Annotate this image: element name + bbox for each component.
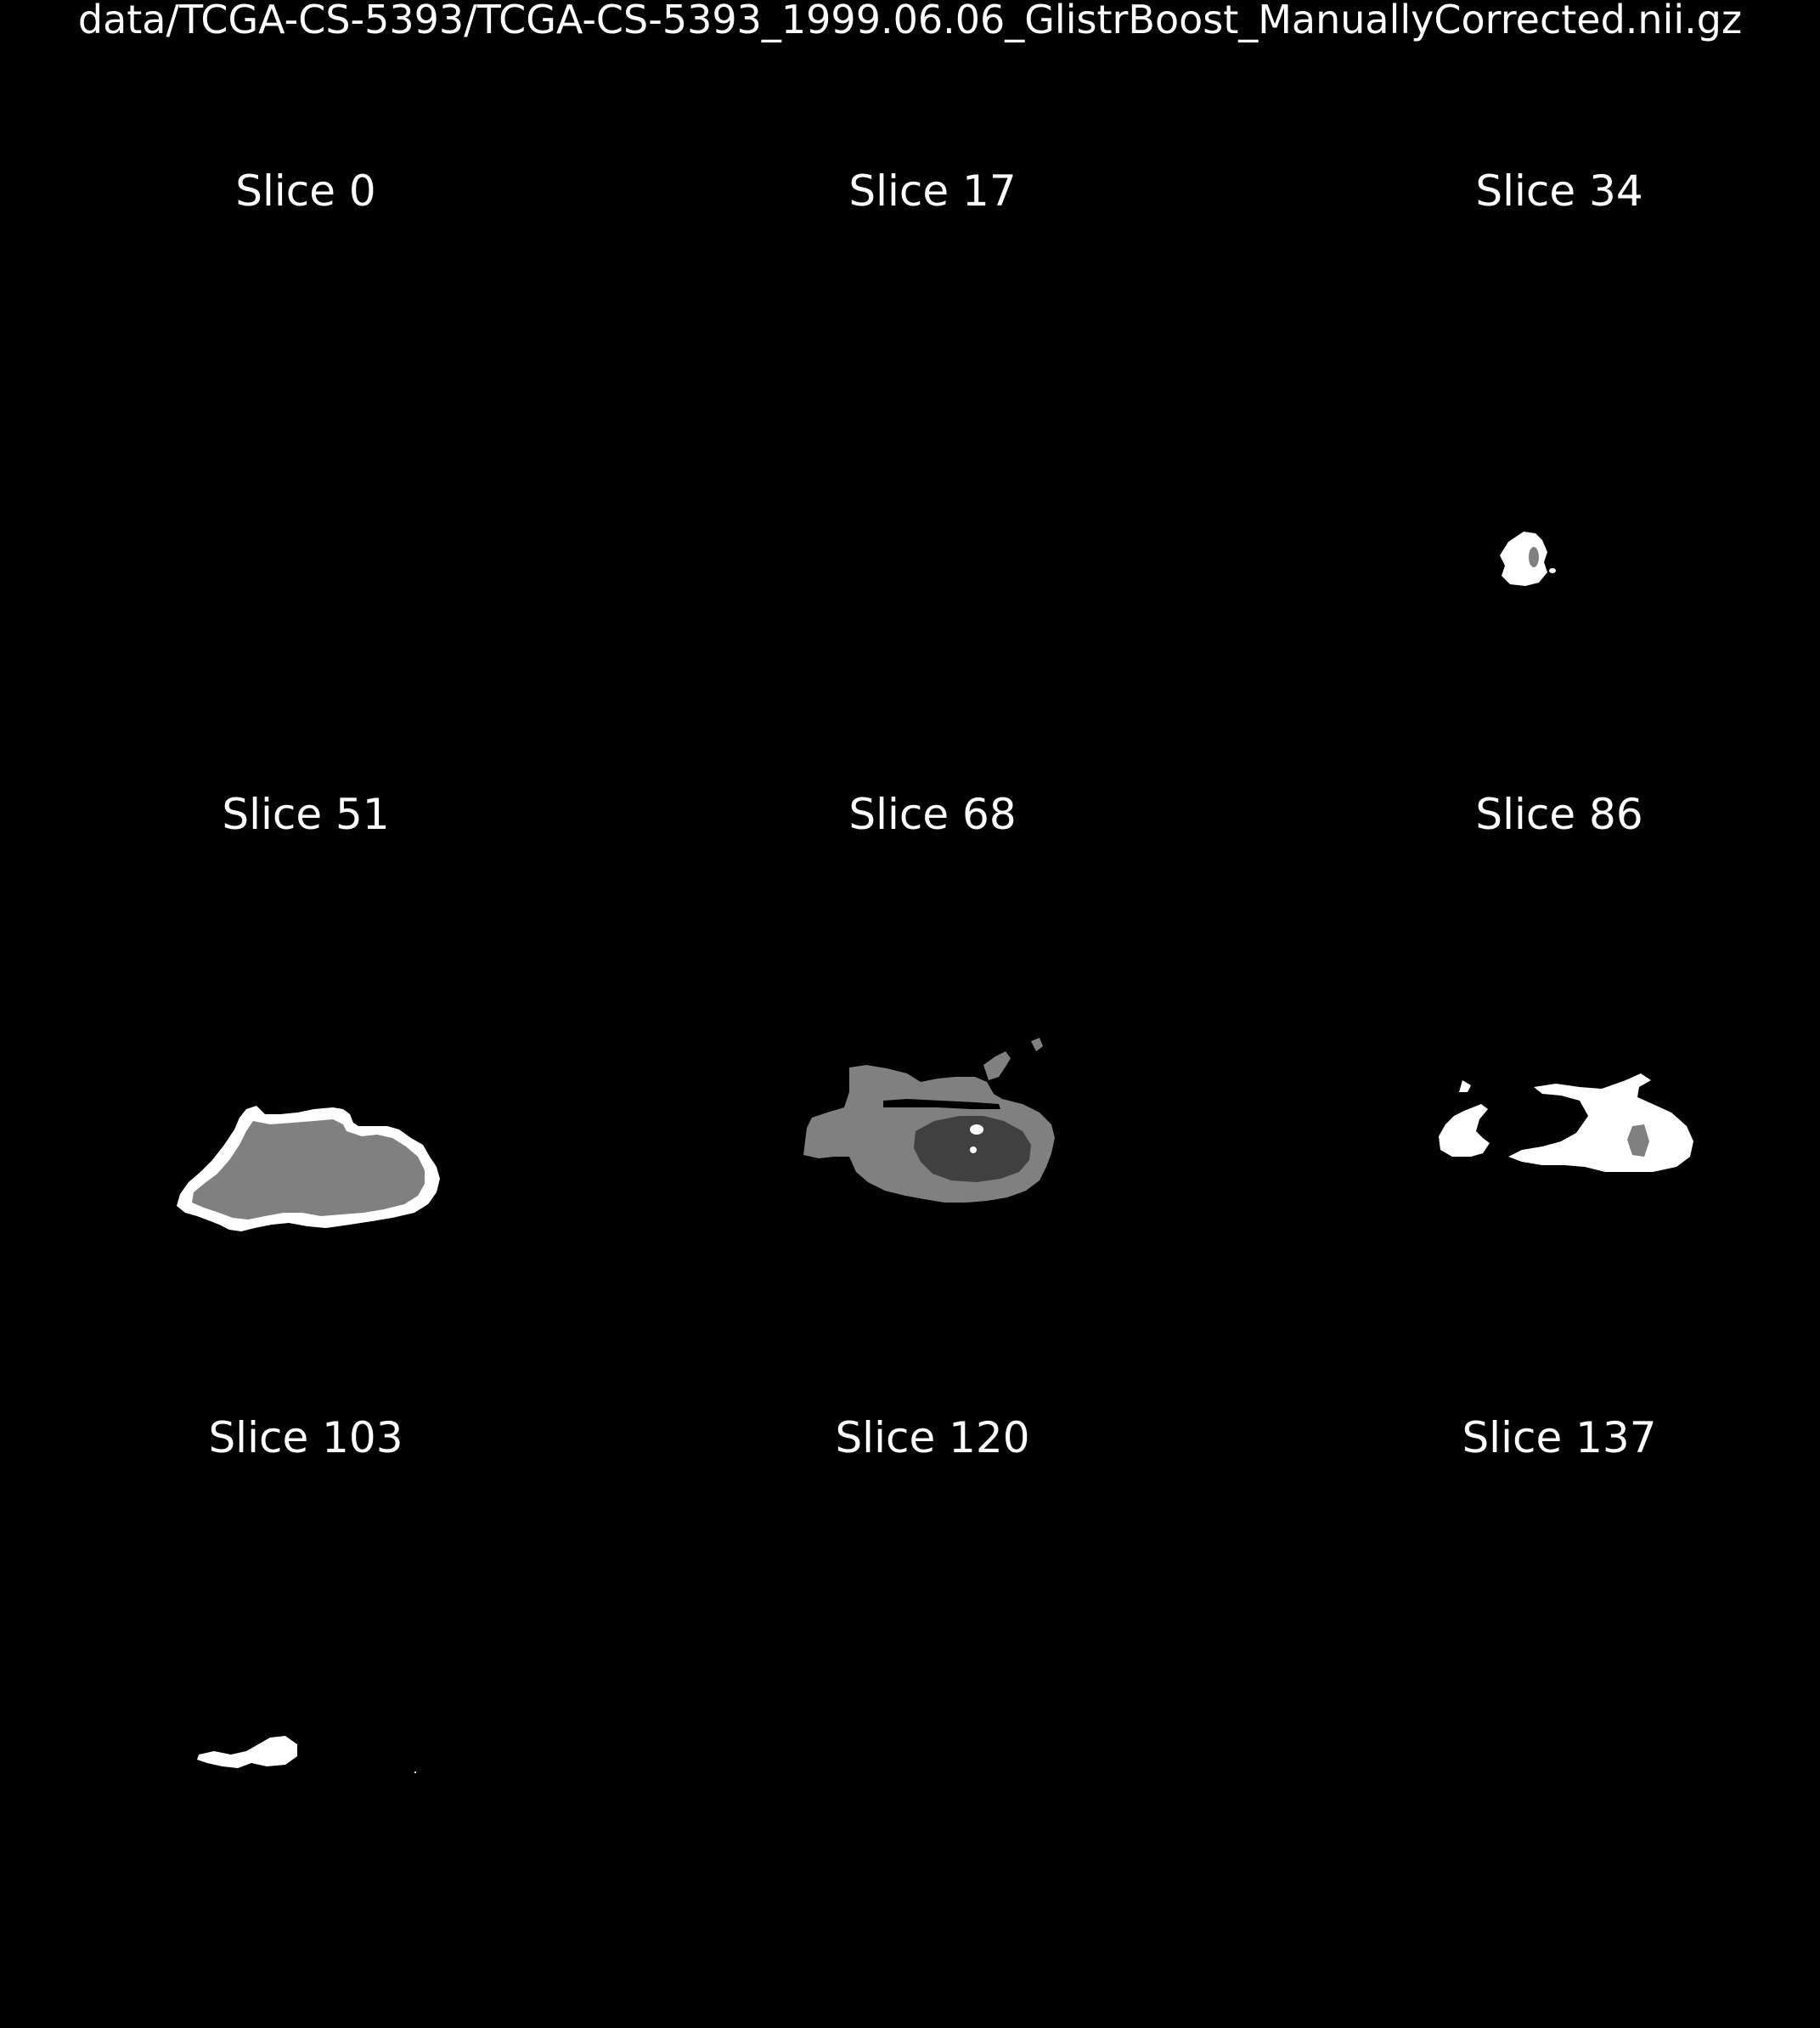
slice-title: Slice 34 — [1475, 166, 1643, 216]
figure-title: data/TCGA-CS-5393/TCGA-CS-5393_1999.06.0… — [77, 0, 1743, 42]
tumor-region — [1439, 1073, 1693, 1172]
segmentation-image — [197, 1736, 416, 1773]
slice-title: Slice 68 — [848, 790, 1017, 839]
slice-title: Slice 120 — [835, 1413, 1030, 1462]
slice-title: Slice 103 — [208, 1413, 403, 1462]
segmentation-image — [1254, 1417, 1820, 2028]
tumor-region — [197, 1736, 416, 1773]
slice-title: Slice 51 — [222, 790, 390, 839]
tumor-region — [177, 1106, 440, 1231]
slice-title: Slice 137 — [1462, 1413, 1657, 1462]
segmentation-image — [177, 1106, 440, 1231]
tumor-region — [803, 1038, 1055, 1203]
segmentation-image — [627, 170, 1238, 781]
segmentation-image — [627, 1417, 1238, 2028]
slice-panel-68: Slice 68 — [627, 793, 1238, 1405]
slice-title: Slice 86 — [1475, 790, 1643, 839]
slice-panel-137: Slice 137 — [1254, 1417, 1820, 2028]
slice-panel-17: Slice 17 — [627, 170, 1238, 781]
segmentation-image — [803, 1038, 1055, 1203]
slice-panel-103: Slice 103 — [0, 1417, 611, 2028]
segmentation-image — [0, 170, 611, 781]
slice-panel-34: Slice 34 — [1254, 170, 1820, 781]
segmentation-image — [1439, 1073, 1693, 1172]
slice-panel-120: Slice 120 — [627, 1417, 1238, 2028]
segmentation-image — [1500, 532, 1556, 586]
slice-title: Slice 17 — [848, 166, 1017, 216]
slice-panel-0: Slice 0 — [0, 170, 611, 781]
tumor-region — [1500, 532, 1556, 586]
slice-panel-86: Slice 86 — [1254, 793, 1820, 1405]
slice-panel-51: Slice 51 — [0, 793, 611, 1405]
slice-title: Slice 0 — [235, 166, 376, 216]
